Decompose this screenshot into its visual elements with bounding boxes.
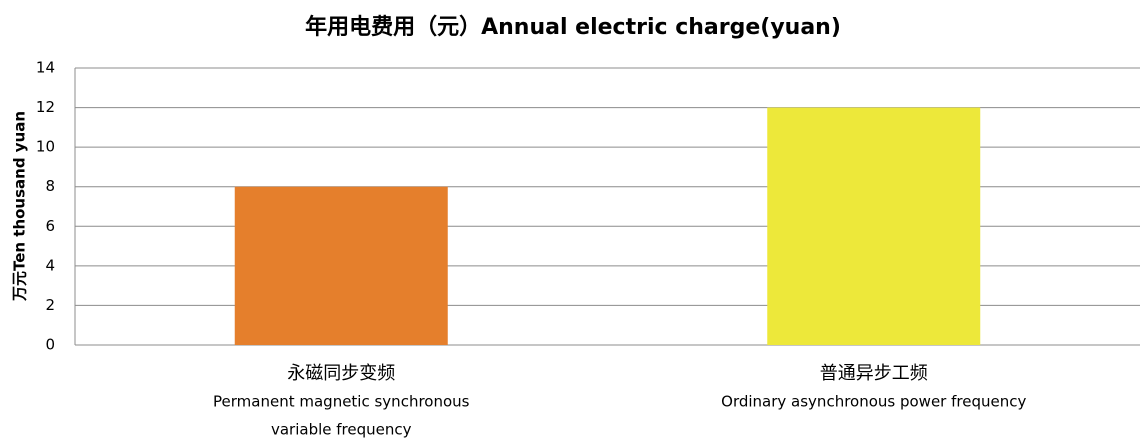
bar [767, 107, 981, 345]
x-tick-label: variable frequency [271, 421, 412, 439]
y-tick-label: 10 [36, 138, 55, 156]
x-tick-label: Ordinary asynchronous power frequency [721, 393, 1026, 411]
bar [234, 186, 448, 345]
y-tick-label: 4 [45, 256, 55, 274]
x-tick-label: 永磁同步变频 [287, 363, 395, 384]
y-tick-label: 8 [45, 177, 55, 195]
x-tick-label: 普通异步工频 [820, 363, 928, 384]
chart-title: 年用电费用（元）Annual electric charge(yuan) [305, 14, 841, 40]
y-tick-label: 2 [45, 296, 55, 314]
y-tick-label: 0 [45, 336, 55, 354]
y-tick-label: 14 [36, 59, 55, 77]
x-tick-label: Permanent magnetic synchronous [213, 393, 470, 411]
y-tick-label: 12 [36, 98, 55, 116]
y-axis-label: 万元Ten thousand yuan [11, 111, 29, 302]
y-tick-label: 6 [45, 217, 55, 235]
